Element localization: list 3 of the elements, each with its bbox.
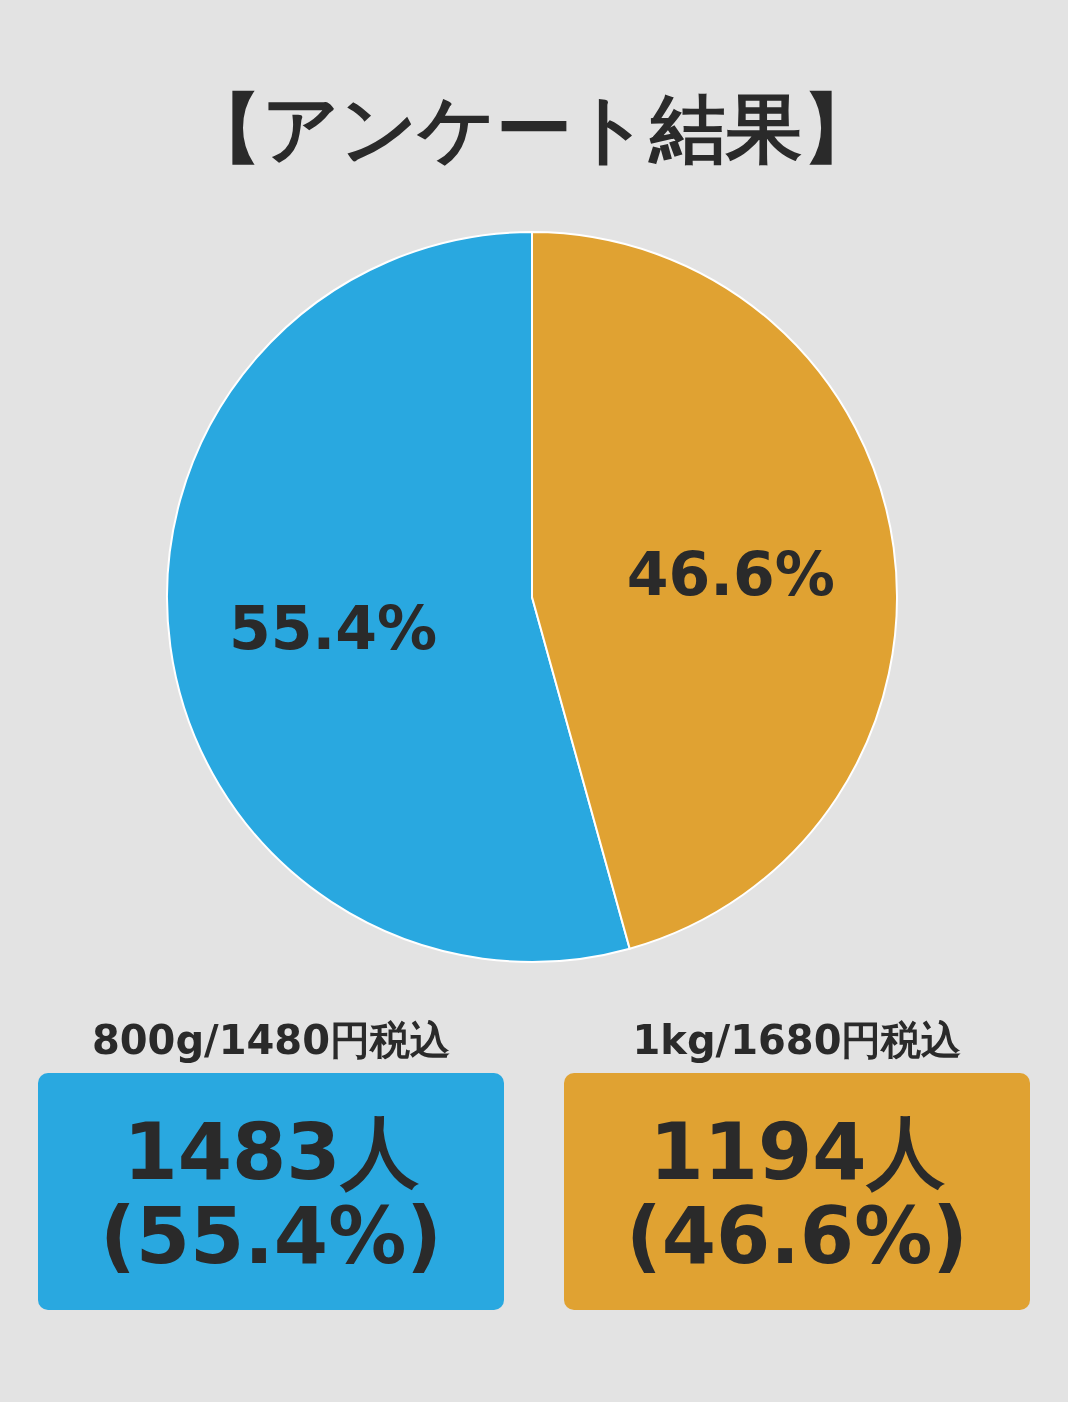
- annotation: 1194人: [649, 1107, 945, 1197]
- annotation: 1483人: [123, 1107, 419, 1197]
- title: 【アンケート結果】: [186, 83, 878, 173]
